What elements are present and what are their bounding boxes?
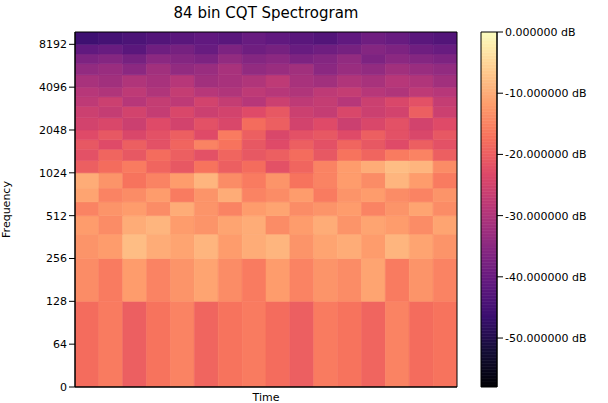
svg-text:128: 128 xyxy=(46,295,67,308)
svg-text:0: 0 xyxy=(60,381,67,394)
svg-text:0.000000 dB: 0.000000 dB xyxy=(505,26,576,39)
svg-text:-40.000000 dB: -40.000000 dB xyxy=(505,271,586,284)
svg-text:Time: Time xyxy=(252,391,280,403)
svg-text:-30.000000 dB: -30.000000 dB xyxy=(505,210,586,223)
svg-text:512: 512 xyxy=(46,210,67,223)
svg-text:2048: 2048 xyxy=(39,124,67,137)
svg-text:-20.000000 dB: -20.000000 dB xyxy=(505,148,586,161)
svg-text:-10.000000 dB: -10.000000 dB xyxy=(505,87,586,100)
svg-text:-50.000000 dB: -50.000000 dB xyxy=(505,332,586,345)
svg-text:64: 64 xyxy=(53,338,67,351)
html-text:84 bin CQT Spectrogram: 84 bin CQT Spectrogram xyxy=(173,4,359,22)
svg-text:Frequency: Frequency xyxy=(0,181,13,238)
svg-text:1024: 1024 xyxy=(39,167,67,180)
svg-text:8192: 8192 xyxy=(39,38,67,51)
svg-text:256: 256 xyxy=(46,252,67,265)
svg-text:4096: 4096 xyxy=(39,81,67,94)
